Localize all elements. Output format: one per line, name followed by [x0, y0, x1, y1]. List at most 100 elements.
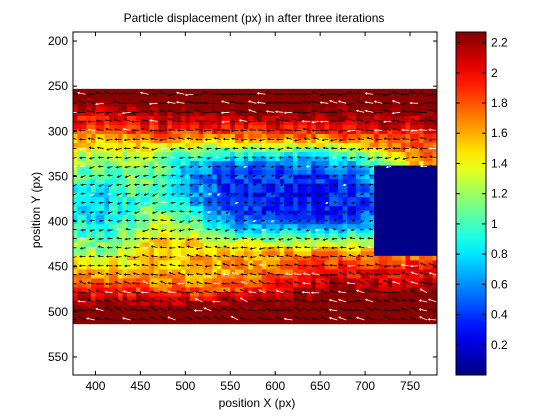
heatmap-cell	[306, 233, 312, 239]
heatmap-cell	[311, 210, 317, 216]
heatmap-cell	[203, 179, 209, 185]
displacement-arrow	[232, 147, 239, 150]
heatmap-cell	[419, 319, 425, 325]
heatmap-cell	[167, 93, 173, 99]
heatmap-cell	[176, 88, 182, 94]
heatmap-cell	[185, 287, 191, 293]
displacement-arrow	[229, 100, 239, 104]
heatmap-cell	[77, 93, 83, 99]
heatmap-cell	[108, 287, 115, 293]
heatmap-cell	[207, 228, 213, 234]
heatmap-cell	[212, 174, 218, 180]
heatmap-cell	[396, 314, 402, 320]
heatmap-cell	[95, 183, 101, 189]
heatmap-cell	[365, 93, 371, 99]
heatmap-cell	[95, 188, 101, 194]
heatmap-cell	[356, 143, 362, 149]
heatmap-cell	[293, 111, 299, 117]
heatmap-cell	[257, 129, 263, 135]
heatmap-cell	[338, 228, 344, 234]
displacement-arrow	[88, 255, 95, 258]
heatmap-cell	[401, 282, 407, 289]
heatmap-cell	[180, 246, 186, 252]
heatmap-cell	[225, 206, 231, 212]
heatmap-cell	[315, 210, 321, 216]
heatmap-cell	[144, 143, 150, 149]
displacement-arrow	[276, 254, 284, 258]
heatmap-cell	[153, 282, 159, 289]
heatmap-cell	[423, 273, 429, 280]
heatmap-cell	[288, 296, 294, 302]
heatmap-cell	[194, 124, 200, 131]
heatmap-cell	[387, 120, 393, 126]
heatmap-cell	[81, 102, 88, 108]
heatmap-cell	[221, 170, 227, 176]
heatmap-cell	[73, 93, 79, 99]
heatmap-cell	[338, 278, 344, 284]
heatmap-cell	[324, 278, 330, 284]
heatmap-cell	[144, 124, 150, 131]
heatmap-cell	[176, 201, 182, 207]
heatmap-cell	[117, 251, 124, 257]
heatmap-cell	[356, 255, 362, 261]
heatmap-cell	[194, 282, 200, 289]
heatmap-cell	[302, 93, 308, 99]
heatmap-cell	[284, 233, 290, 239]
heatmap-cell	[95, 251, 101, 257]
heatmap-cell	[365, 111, 371, 117]
heatmap-cell	[90, 305, 97, 311]
heatmap-cell	[347, 102, 353, 108]
heatmap-cell	[225, 111, 231, 117]
heatmap-cell	[410, 278, 416, 284]
heatmap-cell	[405, 246, 411, 252]
heatmap-cell	[207, 251, 213, 257]
heatmap-cell	[126, 278, 133, 284]
heatmap-cell	[207, 282, 213, 289]
heatmap-cell	[261, 255, 267, 261]
heatmap-cell	[198, 165, 204, 171]
heatmap-cell	[198, 106, 204, 113]
displacement-arrow	[221, 120, 230, 124]
heatmap-cell	[297, 287, 303, 293]
heatmap-cell	[216, 93, 222, 99]
heatmap-cell	[86, 152, 92, 158]
heatmap-cell	[315, 170, 321, 176]
heatmap-cell	[252, 319, 258, 325]
heatmap-cell	[144, 291, 150, 298]
heatmap-cell	[378, 111, 384, 117]
heatmap-cell	[126, 264, 133, 270]
heatmap-cell	[257, 97, 263, 103]
heatmap-cell	[378, 233, 384, 239]
heatmap-cell	[225, 242, 231, 248]
heatmap-cell	[360, 124, 366, 131]
heatmap-cell	[360, 115, 366, 122]
heatmap-cell	[90, 215, 97, 221]
heatmap-cell	[392, 106, 398, 113]
heatmap-cell	[315, 255, 321, 261]
heatmap-cell	[356, 264, 362, 270]
heatmap-cell	[428, 255, 434, 261]
displacement-arrow	[279, 165, 284, 168]
heatmap-cell	[81, 224, 88, 230]
heatmap-cell	[428, 129, 434, 135]
heatmap-cell	[189, 165, 195, 171]
heatmap-cell	[315, 246, 321, 252]
displacement-arrow	[382, 93, 392, 97]
heatmap-cell	[189, 143, 195, 149]
heatmap-cell	[414, 102, 420, 108]
heatmap-cell	[86, 219, 92, 225]
heatmap-cell	[171, 296, 177, 302]
heatmap-cell	[374, 310, 380, 316]
heatmap-cell	[99, 188, 106, 194]
heatmap-cell	[167, 147, 173, 153]
displacement-arrow	[123, 254, 131, 258]
heatmap-cell	[126, 246, 133, 252]
heatmap-cell	[176, 170, 182, 176]
heatmap-cell	[212, 88, 218, 94]
heatmap-cell	[144, 287, 150, 293]
heatmap-cell	[117, 278, 124, 284]
displacement-arrow	[133, 156, 140, 159]
heatmap-cell	[324, 138, 330, 144]
heatmap-cell	[225, 310, 231, 316]
heatmap-cell	[432, 215, 437, 221]
